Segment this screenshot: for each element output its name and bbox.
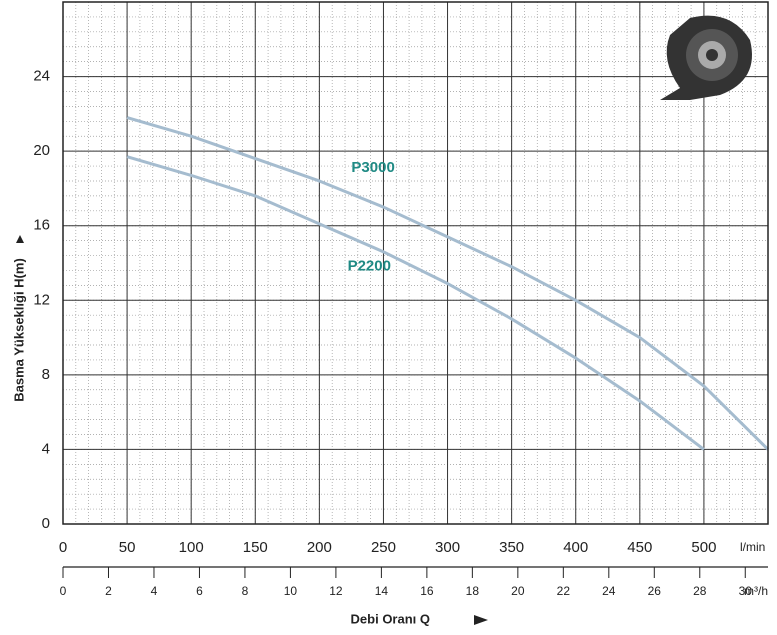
series-annotation: P3000	[351, 159, 394, 176]
x2-tick-label: 8	[242, 584, 249, 598]
curves	[126, 116, 770, 451]
y-tick-label: 24	[33, 68, 50, 85]
x2-tick-label: 2	[105, 584, 112, 598]
x-unit: l/min	[740, 540, 765, 554]
series-line	[126, 116, 770, 451]
y-tick-label: 4	[42, 440, 50, 457]
x2-tick-label: 14	[375, 584, 389, 598]
x-tick-label: 400	[563, 539, 588, 556]
y-arrow	[16, 235, 24, 243]
x-tick-label: 450	[627, 539, 652, 556]
x2-tick-label: 20	[511, 584, 525, 598]
x-tick-label: 50	[119, 539, 136, 556]
y-tick-label: 0	[42, 515, 50, 532]
y-tick-label: 8	[42, 366, 50, 383]
pump-icon	[660, 15, 752, 100]
y-tick-label: 12	[33, 291, 50, 308]
x2-tick-label: 6	[196, 584, 203, 598]
x-tick-label: 200	[307, 539, 332, 556]
x-tick-label: 100	[179, 539, 204, 556]
x2-tick-label: 10	[284, 584, 298, 598]
x2-tick-label: 16	[420, 584, 434, 598]
x-tick-label: 300	[435, 539, 460, 556]
x2-tick-label: 18	[466, 584, 480, 598]
x2-tick-label: 26	[648, 584, 662, 598]
plot-frame	[62, 1, 769, 525]
x2-tick-label: 24	[602, 584, 616, 598]
y-tick-label: 20	[33, 142, 50, 159]
major-grid	[62, 2, 768, 525]
x2-tick-label: 12	[329, 584, 343, 598]
x-tick-label: 350	[499, 539, 524, 556]
x-tick-label: 0	[59, 539, 67, 556]
y-axis-label: Basma Yükseklıği H(m)	[11, 258, 26, 402]
x-tick-label: 150	[243, 539, 268, 556]
x2-tick-label: 30	[739, 584, 753, 598]
y-tick-label: 16	[33, 217, 50, 234]
series-annotation: P2200	[348, 258, 391, 275]
series-line	[126, 155, 705, 451]
x2-unit: m³/h	[744, 584, 768, 598]
x-axis-label: Debi Oranı Q	[351, 611, 430, 626]
x2-tick-label: 28	[693, 584, 707, 598]
x2-tick-label: 22	[557, 584, 571, 598]
x-arrow	[474, 615, 488, 625]
x-tick-label: 250	[371, 539, 396, 556]
x2-tick-label: 0	[60, 584, 67, 598]
x-tick-label: 500	[691, 539, 716, 556]
minor-grid	[62, 1, 768, 525]
x2-tick-label: 4	[151, 584, 158, 598]
